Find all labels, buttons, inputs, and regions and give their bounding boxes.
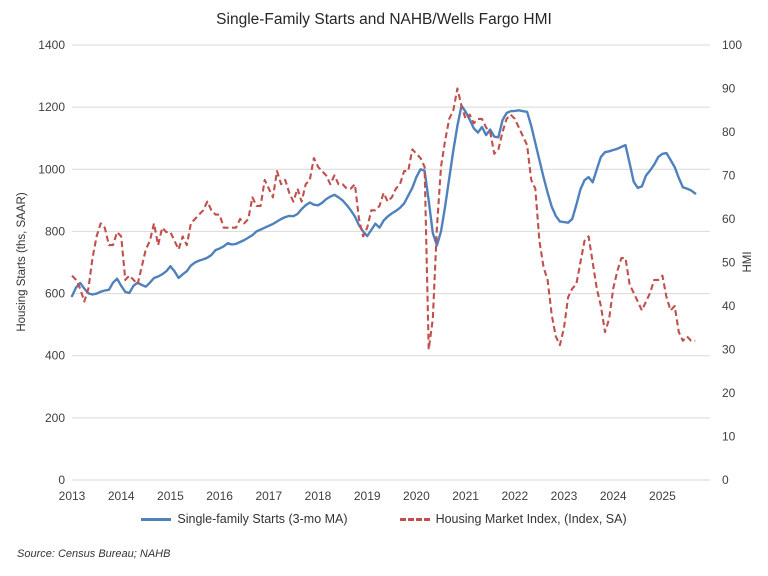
series-line-hmi xyxy=(71,87,696,351)
hmi-line-swatch-icon xyxy=(399,517,430,521)
x-axis-tick-label: 2020 xyxy=(403,489,430,503)
legend-label-hmi: Housing Market Index, (Index, SA) xyxy=(435,512,627,526)
legend-item-hmi: Housing Market Index, (Index, SA) xyxy=(399,512,627,526)
right-axis-tick-label: 30 xyxy=(722,343,736,357)
chart-title: Single-Family Starts and NAHB/Wells Farg… xyxy=(216,11,552,28)
right-axis-tick-label: 80 xyxy=(722,125,736,139)
x-axis-tick-label: 2023 xyxy=(551,489,578,503)
right-axis-tick-label: 90 xyxy=(722,82,736,96)
x-axis-tick-label: 2025 xyxy=(649,489,676,503)
right-axis-tick-label: 100 xyxy=(722,38,742,52)
right-axis-tick-label: 50 xyxy=(722,256,736,270)
left-axis-tick-label: 1400 xyxy=(38,38,65,52)
x-axis-tick-label: 2013 xyxy=(59,489,86,503)
x-axis-tick-label: 2014 xyxy=(108,489,135,503)
x-axis-tick-label: 2018 xyxy=(305,489,332,503)
x-axis-tick-label: 2019 xyxy=(354,489,381,503)
left-axis-tick-label: 800 xyxy=(45,224,65,238)
x-axis-tick-label: 2015 xyxy=(157,489,184,503)
legend-item-starts: Single-family Starts (3-mo MA) xyxy=(141,512,348,526)
x-axis-tick-label: 2021 xyxy=(452,489,479,503)
right-axis-tick-label: 0 xyxy=(722,473,729,487)
x-axis-tick-label: 2024 xyxy=(600,489,627,503)
left-axis-tick-label: 1000 xyxy=(38,162,65,176)
source-note: Source: Census Bureau; NAHB xyxy=(17,548,171,560)
right-axis-tick-label: 60 xyxy=(722,212,736,226)
right-axis-tick-label: 10 xyxy=(722,430,736,444)
left-axis-tick-label: 1200 xyxy=(38,100,65,114)
left-axis-tick-label: 200 xyxy=(45,411,65,425)
legend: Single-family Starts (3-mo MA) Housing M… xyxy=(0,512,768,526)
x-axis-tick-label: 2016 xyxy=(206,489,233,503)
right-axis-tick-label: 70 xyxy=(722,169,736,183)
x-axis-tick-label: 2022 xyxy=(501,489,528,503)
right-axis-tick-label: 40 xyxy=(722,299,736,313)
left-axis-tick-label: 400 xyxy=(45,349,65,363)
right-axis-tick-label: 20 xyxy=(722,386,736,400)
starts-line-swatch-icon xyxy=(141,517,172,521)
series-line-starts xyxy=(70,104,697,298)
x-axis-tick-label: 2017 xyxy=(255,489,282,503)
left-axis-tick-label: 600 xyxy=(45,287,65,301)
left-axis-tick-label: 0 xyxy=(58,473,65,487)
legend-label-starts: Single-family Starts (3-mo MA) xyxy=(177,512,348,526)
